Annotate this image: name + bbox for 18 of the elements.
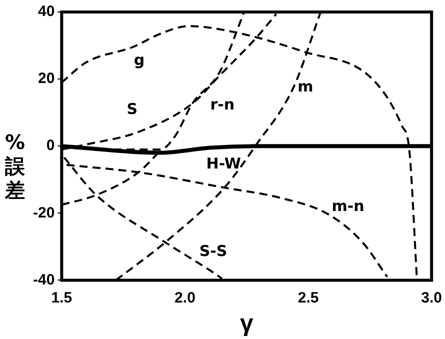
x-tick-label: 2.0 [174,289,196,306]
y-tick-label: 0 [46,137,55,154]
x-tick-label: 3.0 [421,289,442,306]
x-tick-label: 1.5 [51,289,72,306]
annotation: r-n [210,95,235,114]
annotation: g [134,50,145,69]
y-tick-label: -40 [32,271,55,288]
y-axis-title: % 誤差 [4,130,26,202]
annotation: m-n [332,197,364,216]
annotation: m [298,77,314,96]
y-tick-label: -20 [32,204,55,222]
annotation: S [126,100,138,118]
x-tick-label: 2.5 [298,289,319,306]
annotation: H-W [206,154,242,173]
annotation: S-S [199,242,228,260]
y-tick-label: 40 [38,3,55,20]
y-tick-label: 20 [38,70,55,88]
x-axis-title: γ [240,310,254,338]
